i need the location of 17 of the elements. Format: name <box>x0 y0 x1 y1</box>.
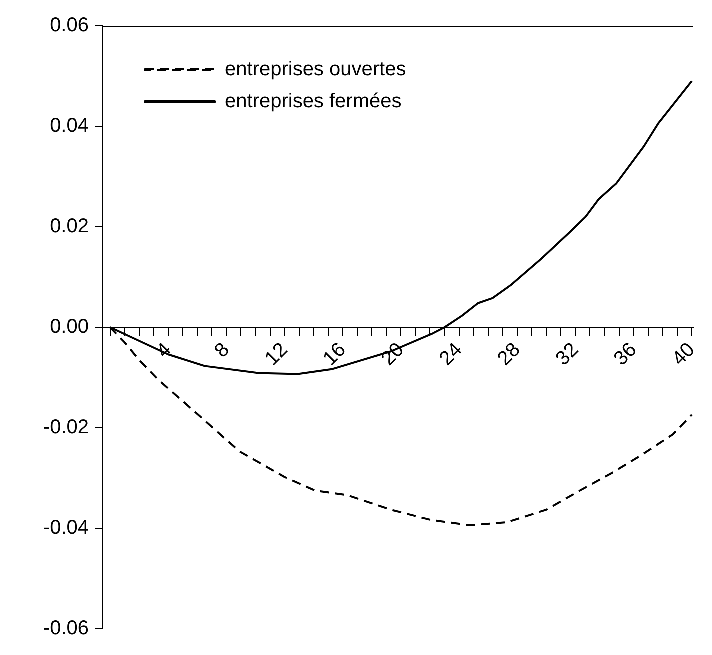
x-tick-label: 24 <box>435 338 467 370</box>
x-tick-label: 16 <box>319 338 350 370</box>
y-tick-label: 0.04 <box>50 115 89 138</box>
legend-label: entreprises fermées <box>225 90 402 113</box>
y-tick-label: -0.04 <box>43 517 89 540</box>
y-tick-label: 0.06 <box>50 14 89 37</box>
y-tick-label: 0.02 <box>50 216 89 238</box>
y-tick-label: 0.00 <box>50 316 89 338</box>
x-tick-label: 36 <box>610 338 642 370</box>
y-tick-label: -0.06 <box>43 618 89 640</box>
x-tick-label: 32 <box>552 338 584 370</box>
x-tick-label: 12 <box>260 338 292 370</box>
y-tick-label: -0.02 <box>43 416 89 439</box>
x-tick-label: 8 <box>210 338 234 362</box>
x-tick-label: 28 <box>494 338 525 370</box>
legend-label: entreprises ouvertes <box>225 58 406 81</box>
x-tick-label: 40 <box>668 338 700 370</box>
